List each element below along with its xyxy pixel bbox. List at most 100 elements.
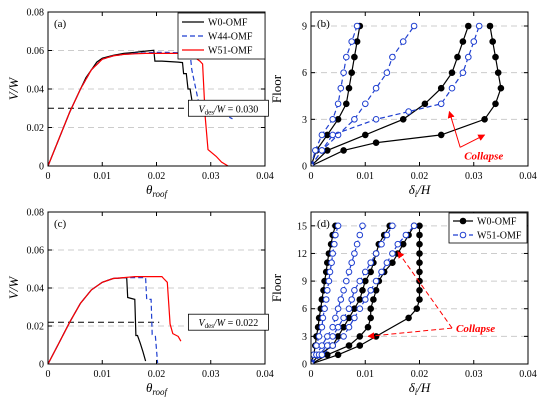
data-point-W0-OMF: [372, 333, 380, 340]
data-point-W51-OMF: [319, 314, 327, 322]
data-point-W51-OMF: [343, 53, 350, 61]
data-point-W0-OMF: [348, 69, 356, 76]
data-point-W51-OMF: [348, 38, 356, 45]
data-point-W51-OMF: [389, 53, 396, 61]
profile-line-W0-OMF: [311, 25, 361, 166]
data-point-W0-OMF: [370, 296, 377, 303]
data-point-W51-OMF: [325, 277, 333, 285]
y-tick-label: 0: [39, 162, 44, 173]
y-tick-label: 0.06: [27, 246, 45, 257]
data-point-W0-OMF: [481, 116, 488, 123]
data-point-W0-OMF: [367, 314, 375, 322]
y-axis-label: Floor: [269, 74, 284, 103]
x-axis-label: θroof: [146, 380, 169, 397]
chart-panel-c: 0 0.01 0.02 0.03 0.04 0 0.02 0.04 0.06 0.08 θroof V…: [6, 208, 274, 398]
panel-label: (a): [54, 18, 67, 30]
data-point-W51-OMF: [394, 240, 402, 248]
data-point-W0-OMF: [334, 333, 342, 340]
data-point-W51-OMF: [345, 305, 353, 313]
data-point-W51-OMF: [340, 333, 347, 340]
x-tick-label: 0.01: [357, 171, 375, 182]
x-tick-label: 0.03: [465, 171, 483, 182]
data-point-W0-OMF: [492, 53, 499, 61]
panel-label: (d): [317, 218, 330, 230]
data-point-W51-OMF: [332, 314, 339, 322]
y-axis-label: V/W: [6, 276, 21, 300]
y-tick-label: 0.08: [27, 208, 45, 219]
data-point-W51-OMF: [329, 116, 337, 123]
data-point-W0-OMF: [413, 305, 421, 313]
y-tick-label: 9: [302, 277, 307, 288]
collapse-label: Collapse: [464, 150, 503, 162]
x-tick-label: 0: [46, 369, 51, 380]
data-point-W0-OMF: [356, 333, 364, 340]
data-point-W51-OMF: [329, 333, 337, 340]
chart-panel-b: 0 0.01 0.02 0.03 0.04 0 3 6 9 δi/H Floor (b) Collaps…: [269, 11, 537, 199]
data-point-W0-OMF: [494, 69, 502, 76]
data-point-W51-OMF: [329, 131, 337, 139]
data-point-W51-OMF: [324, 342, 331, 349]
profile-line-W0-OMF: [311, 25, 469, 166]
data-point-W51-OMF: [340, 69, 347, 76]
data-point-W51-OMF: [318, 351, 326, 359]
x-tick-label: 0: [46, 171, 51, 182]
data-point-W0-OMF: [416, 250, 423, 257]
data-point-W51-OMF: [470, 38, 478, 45]
profile-line-W0-OMF: [311, 225, 336, 364]
data-point-W51-OMF: [372, 116, 380, 123]
data-point-W51-OMF: [356, 277, 364, 285]
data-point-W51-OMF: [359, 222, 366, 230]
data-point-W51-OMF: [334, 305, 342, 313]
data-point-W0-OMF: [416, 240, 423, 248]
data-point-W0-OMF: [437, 84, 445, 92]
data-point-W51-OMF: [318, 342, 326, 349]
data-point-W0-OMF: [372, 139, 380, 146]
data-point-W51-OMF: [410, 22, 418, 30]
y-tick-label: 12: [297, 249, 307, 260]
x-tick-label: 0.02: [411, 171, 429, 182]
data-point-W51-OMF: [367, 259, 375, 267]
data-point-W51-OMF: [345, 268, 353, 276]
data-point-W51-OMF: [324, 287, 331, 294]
collapse-arrow: [367, 327, 453, 340]
y-tick-label: 3: [302, 115, 307, 126]
data-point-W0-OMF: [367, 268, 375, 276]
series-line-W0-OMF: [48, 276, 147, 364]
series-line-W51-OMF: [48, 276, 182, 364]
data-point-W51-OMF: [351, 287, 358, 294]
data-point-W0-OMF: [364, 323, 372, 331]
x-tick-label: 0.03: [465, 369, 483, 380]
data-point-W0-OMF: [345, 342, 353, 349]
data-point-W51-OMF: [334, 222, 342, 230]
y-tick-label: 0: [302, 360, 307, 371]
data-point-W0-OMF: [394, 250, 402, 257]
data-point-W51-OMF: [475, 22, 483, 30]
x-tick-label: 0.01: [94, 171, 112, 182]
data-point-W0-OMF: [367, 305, 375, 313]
data-point-W0-OMF: [416, 268, 423, 276]
y-tick-label: 9: [302, 22, 307, 33]
legend-label: W0-OMF: [477, 217, 517, 228]
x-tick-label: 0.04: [256, 369, 274, 380]
plot-area: [311, 22, 505, 166]
x-tick-label: 0.01: [357, 369, 375, 380]
data-point-W51-OMF: [383, 231, 391, 239]
data-point-W51-OMF: [343, 277, 350, 285]
data-point-W51-OMF: [389, 222, 396, 230]
y-tick-label: 0.08: [27, 8, 45, 19]
data-point-W51-OMF: [378, 268, 385, 276]
data-point-W51-OMF: [356, 305, 364, 313]
y-tick-label: 0.06: [27, 46, 45, 57]
collapse-arrow: [459, 134, 486, 148]
data-point-W0-OMF: [362, 131, 369, 139]
profile-line-W51-OMF: [311, 225, 393, 364]
x-axis-label: θroof: [146, 182, 169, 199]
data-point-W0-OMF: [497, 84, 505, 92]
data-point-W51-OMF: [383, 259, 391, 267]
data-point-W0-OMF: [399, 116, 407, 123]
data-point-W51-OMF: [372, 250, 380, 257]
legend-label: W44-OMF: [208, 32, 253, 43]
data-point-W51-OMF: [318, 323, 326, 331]
data-point-W51-OMF: [372, 84, 380, 92]
data-point-W0-OMF: [421, 100, 429, 108]
